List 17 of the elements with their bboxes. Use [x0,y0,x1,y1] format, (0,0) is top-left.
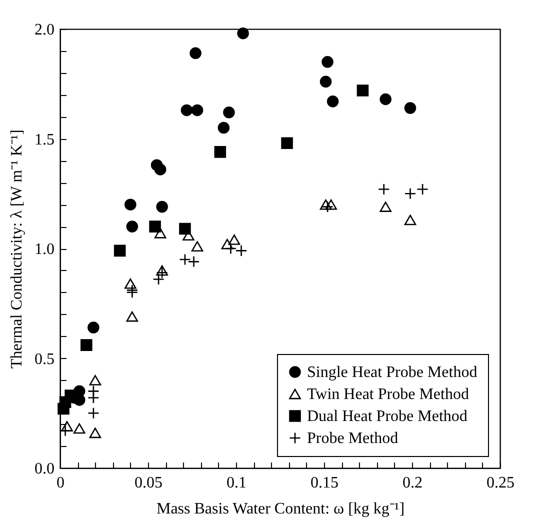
y-axis-title: Thermal Conductivity: λ [W m⁻¹ K⁻¹] [8,129,26,369]
x-tick-label: 0.15 [310,474,338,492]
y-tick-label: 0.0 [34,460,54,478]
y-tick-label: 1.0 [34,241,54,258]
y-tick-label: 1.5 [34,131,54,148]
x-tick-label: 0.2 [402,474,422,492]
x-tick-label: 0 [56,474,64,492]
legend-label: Probe Method [307,430,398,447]
x-axis-title: Mass Basis Water Content: ω [kg kg⁻¹] [156,500,405,518]
legend-label: Dual Heat Probe Method [307,408,468,425]
legend-label: Single Heat Probe Method [307,364,478,381]
y-tick-label: 2.0 [34,22,54,38]
y-tick-label: 0.5 [34,350,54,368]
x-tick-label: 0.05 [134,474,162,492]
legend-label: Twin Heat Probe Method [307,386,469,403]
x-tick-label: 0.25 [486,474,514,492]
x-tick-label: 0.1 [226,474,246,492]
